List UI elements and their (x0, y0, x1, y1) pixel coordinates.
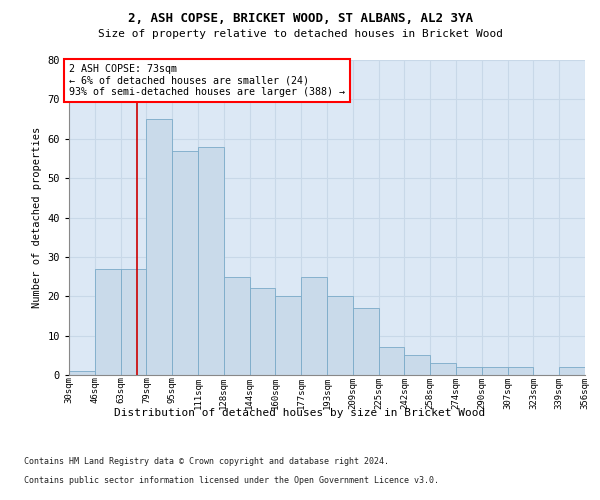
Text: 2 ASH COPSE: 73sqm
← 6% of detached houses are smaller (24)
93% of semi-detached: 2 ASH COPSE: 73sqm ← 6% of detached hous… (69, 64, 345, 97)
Bar (69, 371, 95, 375)
Bar (508, 367, 533, 375)
Bar (172, 150, 198, 375)
Bar (327, 296, 353, 375)
Bar (198, 146, 224, 375)
Text: Contains public sector information licensed under the Open Government Licence v3: Contains public sector information licen… (24, 476, 439, 485)
Text: Contains HM Land Registry data © Crown copyright and database right 2024.: Contains HM Land Registry data © Crown c… (24, 458, 389, 466)
Bar (121, 268, 146, 375)
Bar (224, 276, 250, 375)
Y-axis label: Number of detached properties: Number of detached properties (32, 127, 42, 308)
Bar (559, 367, 585, 375)
Bar (482, 367, 508, 375)
Bar (353, 308, 379, 375)
Bar (379, 348, 404, 375)
Bar (95, 268, 121, 375)
Text: 2, ASH COPSE, BRICKET WOOD, ST ALBANS, AL2 3YA: 2, ASH COPSE, BRICKET WOOD, ST ALBANS, A… (128, 12, 473, 24)
Bar (275, 296, 301, 375)
Bar (404, 356, 430, 375)
Bar (456, 367, 482, 375)
Text: Size of property relative to detached houses in Bricket Wood: Size of property relative to detached ho… (97, 29, 503, 39)
Bar (146, 119, 172, 375)
Bar (430, 363, 456, 375)
Bar (250, 288, 275, 375)
Bar (301, 276, 327, 375)
Text: Distribution of detached houses by size in Bricket Wood: Distribution of detached houses by size … (115, 408, 485, 418)
